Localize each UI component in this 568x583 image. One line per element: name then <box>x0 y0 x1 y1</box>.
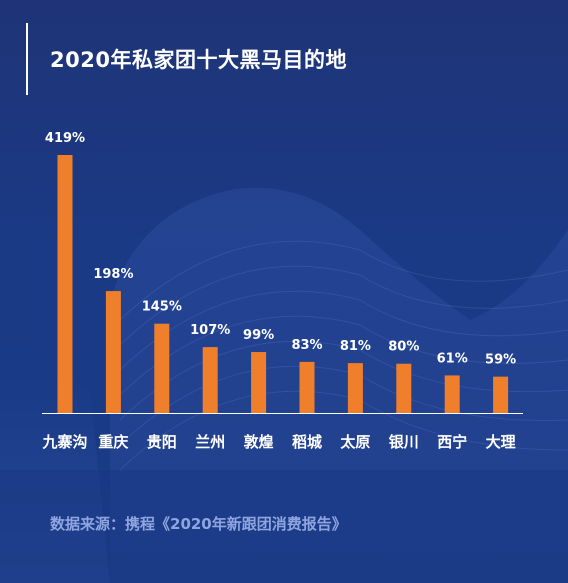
category-label: 贵阳 <box>147 433 177 451</box>
bar <box>251 352 267 413</box>
data-label: 81% <box>340 339 371 354</box>
category-label: 敦煌 <box>244 433 274 451</box>
bar <box>444 375 460 413</box>
data-label: 198% <box>93 267 133 282</box>
category-label: 稻城 <box>292 433 322 451</box>
data-source-note: 数据来源：携程《2020年新跟团消费报告》 <box>50 515 347 533</box>
data-label: 59% <box>485 353 516 368</box>
bar <box>57 155 73 413</box>
data-label: 107% <box>190 323 230 338</box>
bar <box>105 291 121 413</box>
category-label: 重庆 <box>98 433 128 451</box>
bar <box>493 376 509 413</box>
bar <box>202 347 218 413</box>
bar <box>299 361 315 413</box>
data-label: 61% <box>437 351 468 366</box>
bar <box>154 323 170 413</box>
bar <box>396 363 412 413</box>
page-title: 2020年私家团十大黑马目的地 <box>50 48 347 72</box>
data-label: 83% <box>291 338 322 353</box>
category-label: 兰州 <box>195 433 225 451</box>
category-label: 太原 <box>340 433 370 451</box>
data-label: 145% <box>142 300 182 315</box>
data-label: 80% <box>388 340 419 355</box>
category-label: 九寨沟 <box>41 433 87 451</box>
data-label: 419% <box>45 131 85 146</box>
category-label: 银川 <box>389 433 419 451</box>
category-label: 西宁 <box>437 433 467 451</box>
title-accent-line <box>26 23 28 95</box>
data-label: 99% <box>243 328 274 343</box>
bar <box>347 363 363 413</box>
category-label: 大理 <box>486 433 516 451</box>
